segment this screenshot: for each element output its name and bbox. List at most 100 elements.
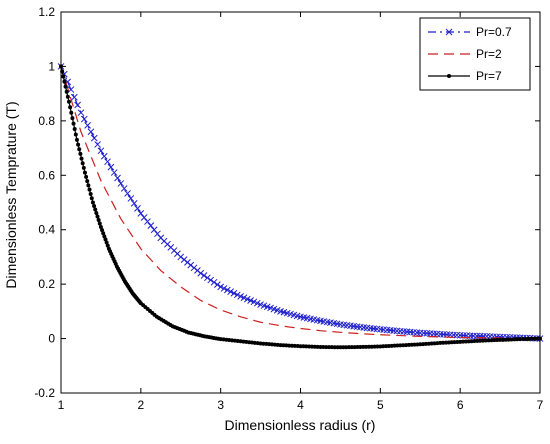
data-point-marker — [227, 288, 234, 295]
data-point-marker — [89, 196, 94, 201]
data-point-marker — [94, 210, 99, 215]
data-point-marker — [200, 272, 208, 279]
x-tick-label: 5 — [377, 398, 384, 412]
data-point-marker — [197, 269, 205, 277]
data-point-marker — [324, 345, 329, 350]
data-point-marker — [423, 341, 428, 346]
data-point-marker — [94, 141, 101, 148]
data-point-marker — [117, 180, 125, 187]
data-point-marker — [498, 337, 503, 342]
data-point-marker — [272, 342, 277, 347]
data-point-marker — [389, 343, 394, 348]
data-point-marker — [93, 207, 98, 212]
data-point-marker — [301, 344, 306, 349]
data-point-marker — [275, 342, 280, 347]
data-point-marker — [307, 344, 312, 349]
data-point-marker — [503, 337, 508, 342]
data-point-marker — [432, 341, 437, 346]
data-point-marker — [86, 183, 91, 188]
data-point-marker — [344, 345, 349, 350]
data-point-marker — [69, 110, 74, 115]
data-point-marker — [435, 341, 440, 346]
data-point-marker — [63, 84, 68, 89]
data-point-marker — [364, 344, 369, 349]
data-point-marker — [401, 343, 406, 348]
data-point-marker — [327, 345, 332, 350]
data-point-marker — [506, 337, 511, 342]
data-point-marker — [372, 344, 377, 349]
data-point-marker — [84, 122, 91, 129]
y-tick-label: -0.2 — [34, 386, 55, 400]
data-point-marker — [90, 134, 98, 142]
y-tick-label: 0.2 — [38, 277, 55, 291]
data-point-marker — [284, 343, 289, 348]
data-point-marker — [447, 74, 451, 78]
data-point-marker — [264, 341, 269, 346]
x-tick-label: 4 — [297, 398, 304, 412]
data-point-marker — [500, 337, 505, 342]
data-point-marker — [415, 342, 420, 347]
x-tick-label: 2 — [137, 398, 144, 412]
data-point-marker — [523, 336, 528, 341]
data-point-marker — [466, 339, 471, 344]
data-point-marker — [220, 285, 228, 292]
data-point-marker — [134, 205, 141, 212]
legend-entry: Pr=2 — [428, 47, 502, 61]
data-point-marker — [492, 338, 497, 343]
y-tick-label: 0.8 — [38, 114, 55, 128]
data-point-marker — [289, 343, 294, 348]
data-point-marker — [441, 340, 446, 345]
data-point-marker — [395, 343, 400, 348]
data-point-marker — [375, 344, 380, 349]
data-point-marker — [475, 338, 480, 343]
data-point-marker — [269, 342, 274, 347]
data-point-marker — [90, 200, 95, 205]
data-point-marker — [278, 343, 283, 348]
data-point-marker — [412, 342, 417, 347]
data-point-marker — [352, 345, 357, 350]
data-point-marker — [70, 93, 78, 101]
data-point-marker — [429, 341, 434, 346]
data-point-marker — [463, 339, 468, 344]
data-point-marker — [321, 345, 326, 350]
data-point-marker — [140, 214, 148, 221]
data-point-marker — [381, 344, 386, 349]
data-point-marker — [295, 344, 300, 349]
data-point-marker — [147, 222, 155, 229]
data-point-marker — [312, 344, 317, 349]
data-point-marker — [137, 210, 145, 217]
data-point-marker — [80, 115, 88, 123]
data-point-marker — [97, 221, 102, 226]
data-point-marker — [495, 338, 500, 343]
data-point-marker — [315, 344, 320, 349]
data-point-marker — [449, 340, 454, 345]
data-point-marker — [74, 137, 79, 142]
data-point-marker — [478, 338, 483, 343]
legend-box — [419, 17, 531, 91]
data-point-marker — [100, 152, 108, 160]
data-point-marker — [79, 156, 84, 161]
data-point-marker — [520, 337, 525, 342]
data-point-marker — [68, 105, 73, 110]
data-point-marker — [78, 151, 83, 156]
data-point-marker — [292, 343, 297, 348]
axes-layer: 1 2 3 4 5 6 7 -0.2 0 0.2 0.4 0.6 0.8 1 1.2 — [34, 5, 543, 412]
data-point-marker — [100, 228, 105, 233]
data-point-marker — [418, 342, 423, 347]
data-point-marker — [72, 127, 77, 132]
data-point-marker — [358, 345, 363, 350]
data-point-marker — [338, 345, 343, 350]
data-point-marker — [130, 200, 138, 207]
data-point-marker — [71, 121, 76, 126]
data-point-marker — [105, 243, 110, 248]
data-point-marker — [102, 234, 107, 239]
data-point-marker — [386, 343, 391, 348]
data-point-marker — [469, 339, 474, 344]
data-point-marker — [120, 185, 128, 192]
data-point-marker — [443, 340, 448, 345]
data-point-marker — [361, 344, 366, 349]
data-point-marker — [515, 337, 520, 342]
data-point-marker — [281, 343, 286, 348]
x-tick-label: 7 — [537, 398, 544, 412]
